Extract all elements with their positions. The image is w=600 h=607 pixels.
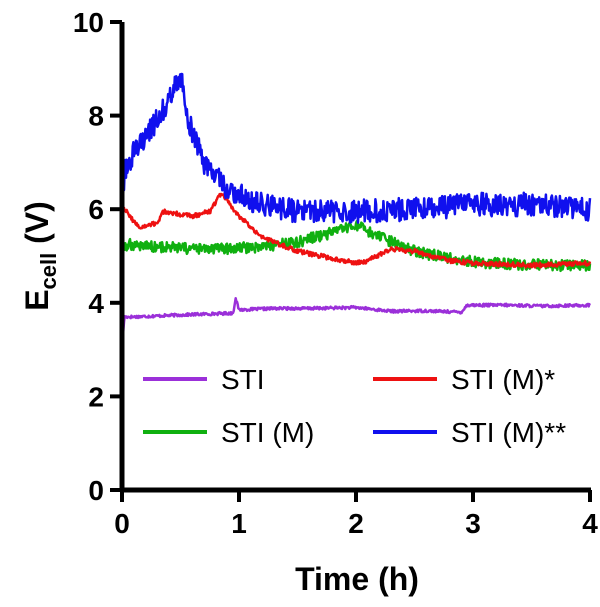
legend: STI STI (M) STI (M)* STI (M)** <box>143 364 566 448</box>
y-tick-label: 2 <box>88 381 104 412</box>
plot-lines <box>120 72 592 351</box>
legend-label: STI (M) <box>221 417 314 448</box>
y-tick-label: 4 <box>88 288 104 319</box>
axis-ticks: 0 1 2 3 4 0 2 4 6 8 10 <box>73 7 598 539</box>
y-axis-title-sub: cell <box>36 253 61 290</box>
y-tick-label: 0 <box>88 475 104 506</box>
series-line-1 <box>120 296 591 351</box>
x-tick-label: 0 <box>114 508 130 539</box>
y-tick-label: 6 <box>88 194 104 225</box>
x-axis-title: Time (h) <box>295 561 419 597</box>
y-axis-title-main: E <box>19 289 55 310</box>
y-tick-label: 8 <box>88 101 104 132</box>
y-axis-title-unit: (V) <box>19 201 55 253</box>
series-line-4 <box>120 72 592 232</box>
x-tick-label: 1 <box>231 508 247 539</box>
x-tick-label: 4 <box>582 508 598 539</box>
y-axis-title: Ecell (V) <box>19 201 61 311</box>
y-tick-label: 10 <box>73 7 104 38</box>
legend-label: STI (M)** <box>451 417 566 448</box>
series-line-3 <box>121 192 592 269</box>
x-tick-label: 2 <box>348 508 364 539</box>
x-tick-label: 3 <box>465 508 481 539</box>
legend-label: STI (M)* <box>451 364 555 395</box>
legend-label: STI <box>221 364 265 395</box>
